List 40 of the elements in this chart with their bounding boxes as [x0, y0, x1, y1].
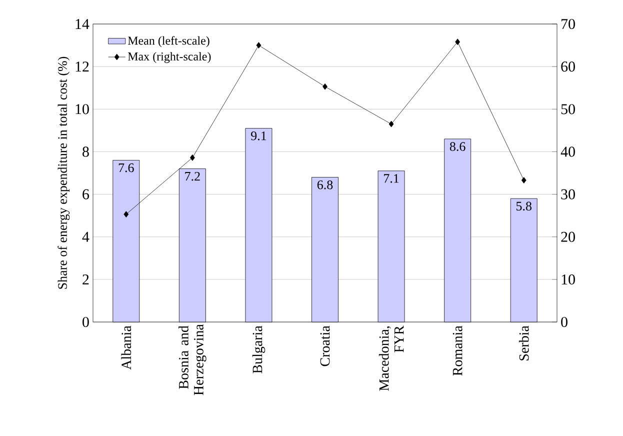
y-tick-label: 8 [82, 146, 89, 157]
y2-tick-label: 50 [561, 104, 575, 114]
point [455, 38, 460, 46]
x-tick-label: Bulgaria [252, 326, 266, 374]
x-tick-label: Macedonia, FYR [378, 326, 404, 391]
data-label: 6.8 [317, 180, 333, 190]
data-label: 7.1 [384, 174, 399, 183]
legend-label: Max (right-scale) [128, 52, 211, 64]
y-tick-label: 2 [82, 274, 89, 284]
x-tick-label: Romania [452, 326, 462, 376]
data-label: 7.6 [118, 163, 134, 172]
y2-tick-label: 20 [561, 232, 575, 242]
y2-tick-label: 10 [562, 274, 575, 284]
x-tick-label: Albania [121, 326, 132, 370]
data-label: 7.2 [185, 172, 200, 181]
y-tick-label: 14 [76, 19, 90, 29]
x-tick-label: Croatia [320, 326, 330, 366]
x-tick-label: Bosnia and Herzegovina [178, 324, 206, 396]
y-axis-title: Share of energy expenditure in total cost (%) [58, 56, 70, 289]
point [521, 177, 526, 184]
y2-tick-label: 70 [562, 18, 575, 30]
point [190, 154, 195, 161]
y2-tick-label: 0 [561, 316, 568, 328]
point [322, 83, 328, 90]
y-tick-label: 10 [76, 104, 89, 114]
data-label: 5.8 [516, 202, 532, 211]
legend-label: Mean (left-scale) [128, 36, 210, 48]
y-tick-label: 6 [82, 189, 90, 200]
y-tick-label: 0 [82, 316, 89, 328]
point [388, 120, 394, 128]
x-tick-label: Serbia [518, 326, 529, 360]
y-tick-label: 12 [76, 62, 89, 72]
data-label: 8.6 [450, 142, 466, 151]
y-tick-label: 4 [82, 232, 90, 242]
point [124, 211, 129, 218]
data-label: 9.1 [251, 131, 266, 140]
y2-tick-label: 40 [560, 146, 575, 157]
point [256, 42, 262, 48]
y2-tick-label: 60 [561, 62, 575, 72]
y2-tick-label: 30 [561, 189, 575, 200]
